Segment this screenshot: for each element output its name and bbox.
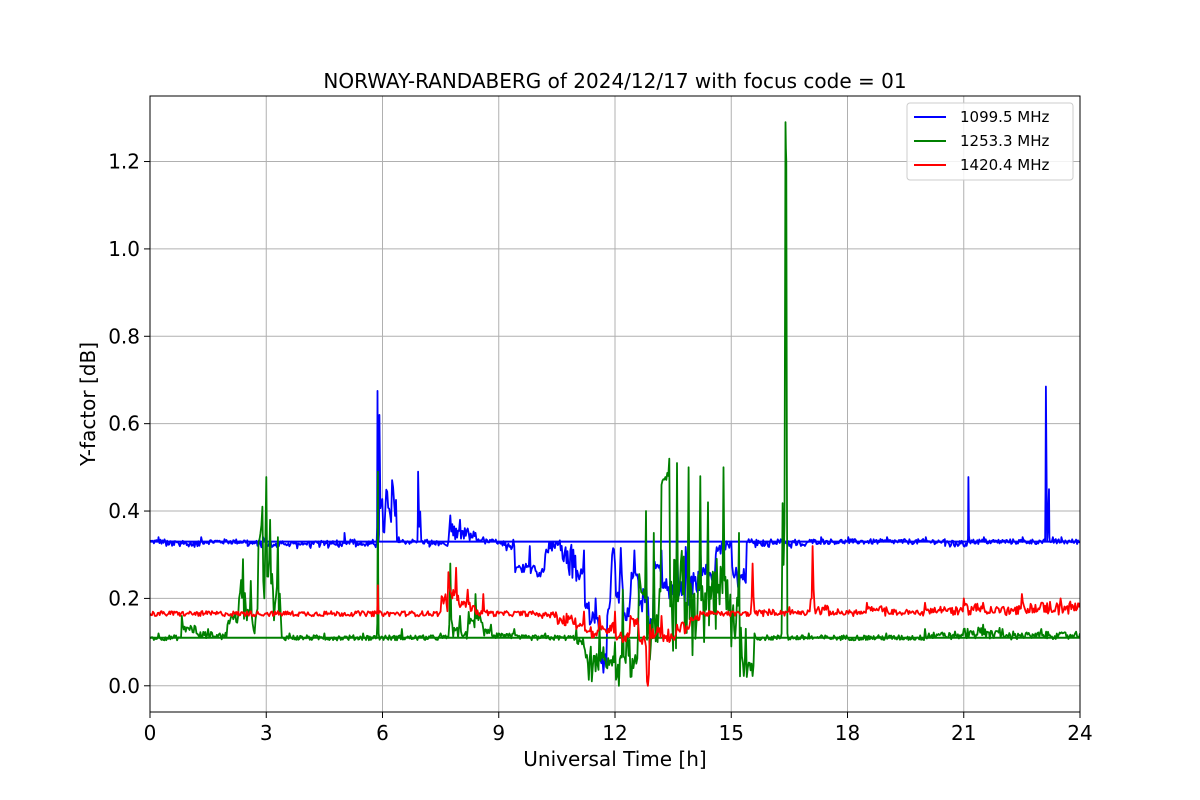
- x-tick-label: 9: [492, 721, 505, 745]
- y-tick-label: 0.0: [108, 674, 140, 698]
- x-tick-label: 12: [602, 721, 627, 745]
- x-tick-label: 15: [719, 721, 744, 745]
- y-tick-label: 0.8: [108, 324, 140, 348]
- legend: 1099.5 MHz 1253.3 MHz 1420.4 MHz: [906, 102, 1074, 181]
- chart-title: NORWAY-RANDABERG of 2024/12/17 with focu…: [323, 69, 906, 93]
- x-axis-label: Universal Time [h]: [523, 747, 706, 771]
- y-tick-label: 0.4: [108, 499, 140, 523]
- series-layer: [150, 121, 1080, 687]
- x-tick-label: 21: [951, 721, 976, 745]
- ticks: 0 3 6 9 12 15 18 21 24 0.0 0.2 0.4 0.6 0.8 1.0 1.2: [108, 150, 1093, 745]
- x-tick-label: 6: [376, 721, 389, 745]
- legend-label: 1099.5 MHz: [960, 108, 1049, 126]
- y-tick-label: 1.2: [108, 150, 140, 174]
- x-tick-label: 18: [835, 721, 860, 745]
- y-tick-label: 0.6: [108, 412, 140, 436]
- x-tick-label: 24: [1067, 721, 1092, 745]
- y-axis-label: Y-factor [dB]: [76, 342, 100, 467]
- legend-label: 1253.3 MHz: [960, 132, 1049, 150]
- series-line-3: [150, 545, 1080, 687]
- legend-box: [906, 102, 1074, 181]
- legend-label: 1420.4 MHz: [960, 156, 1049, 174]
- x-tick-label: 3: [260, 721, 273, 745]
- y-tick-label: 0.2: [108, 586, 140, 610]
- x-tick-label: 0: [144, 721, 157, 745]
- y-tick-label: 1.0: [108, 237, 140, 261]
